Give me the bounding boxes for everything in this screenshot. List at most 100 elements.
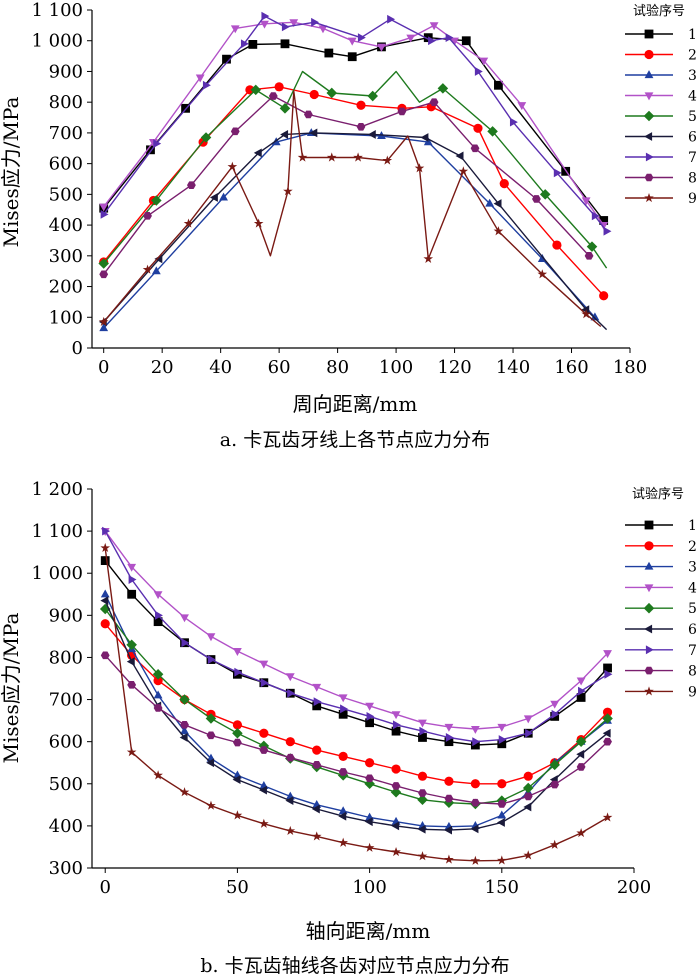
chart-b-series-4-point	[497, 723, 507, 732]
chart-b-series-2-point	[417, 771, 428, 781]
chart-a-ytick-label: 100	[49, 307, 83, 328]
chart-a-series-6-point	[280, 130, 289, 139]
chart-a-series-6-point	[253, 148, 262, 158]
chart-a-series-7-point	[387, 14, 396, 24]
chart-b-series-9-point	[311, 831, 322, 841]
chart-b-series-2-point	[523, 771, 533, 781]
chart-b-series-4-point	[550, 700, 560, 709]
chart-b-series-6-point	[259, 785, 267, 795]
chart-a-series-9-line	[103, 90, 602, 328]
chart-a-series-7-point	[474, 67, 483, 76]
chart-b-legend-item-7: 7	[625, 643, 697, 659]
chart-b-series-2-point	[470, 779, 480, 789]
chart-a-series-8-point	[356, 122, 366, 131]
chart-b-series-1-point	[576, 693, 586, 702]
chart-b-ytick-label: 300	[49, 858, 83, 879]
chart-a-series-9-point	[142, 264, 153, 274]
chart-b-xtick-label: 150	[485, 877, 519, 898]
chart-a-xtick-label: 180	[613, 357, 647, 378]
chart-b-series-8	[100, 651, 612, 808]
chart-a-series-5-point	[200, 132, 212, 143]
chart-a-series-8-point	[584, 252, 594, 260]
chart-a-legend-label: 9	[688, 191, 697, 207]
chart-b-series-4-point	[127, 563, 137, 572]
chart-b-series-7	[102, 526, 613, 747]
chart-b-legend-item-2: 2	[625, 539, 697, 555]
chart-a-series-7-point	[311, 17, 320, 27]
chart-a-series-9-point	[581, 309, 591, 319]
chart-a-series-2-point	[356, 100, 366, 110]
chart-b-series-7-point	[102, 526, 111, 536]
chart-a-series-6-point	[209, 193, 218, 202]
chart-b-legend-marker	[645, 645, 654, 655]
chart-b-ytick-label: 1 200	[31, 479, 83, 500]
chart-b-legend-label: 2	[688, 539, 697, 555]
chart-b-series-2-point	[100, 619, 110, 629]
chart-a-series-5-point	[487, 126, 498, 137]
chart-b-legend-marker	[644, 666, 654, 675]
chart-b-series-2-point	[338, 751, 348, 762]
chart-a-series-3-point	[151, 266, 161, 275]
chart-b-series-9-point	[285, 825, 296, 836]
chart-a-series-1-line	[103, 37, 605, 221]
chart-b-series-5-point	[417, 794, 428, 806]
chart-a-legend-marker	[643, 110, 655, 122]
chart-b-series-8-point	[153, 704, 163, 712]
chart-a-xtick-label: 120	[437, 357, 471, 378]
chart-b-series-8-point	[312, 761, 322, 769]
chart-a-series-5-point	[437, 83, 449, 94]
chart-a-ytick-label: 700	[49, 123, 83, 144]
chart-b-series-7-point	[234, 667, 243, 677]
chart-a-legend-label: 7	[688, 150, 697, 166]
chart-b-ytick-label: 800	[49, 647, 83, 668]
chart-a-xtick-label: 40	[209, 357, 232, 378]
chart-b-series-8-point	[444, 794, 454, 803]
chart-b-series-9-point	[444, 854, 454, 864]
chart-b-legend-label: 3	[688, 560, 697, 576]
chart-a-caption: a. 卡瓦齿牙线上各节点应力分布	[220, 429, 490, 451]
chart-b-series-6-point	[602, 728, 611, 738]
chart-b-series-9-point	[232, 810, 243, 820]
chart-a-series-6-point	[154, 254, 163, 264]
chart-a-series-7-point	[281, 22, 290, 32]
chart-b-series-8-point	[100, 651, 110, 660]
chart-a-series-2-point	[499, 179, 509, 189]
chart-a-series-8	[99, 92, 594, 279]
chart-b-series-8-point	[233, 738, 242, 747]
chart-b-series-7-point	[287, 688, 296, 698]
chart-a-series-4-point	[99, 203, 109, 212]
chart-a-series-2-point	[552, 240, 562, 250]
chart-a-legend-label: 4	[688, 89, 697, 105]
chart-b-series-2-point	[312, 745, 322, 755]
chart-a-series-6-line	[103, 132, 608, 331]
chart-b-series-4-point	[312, 683, 322, 692]
chart-b-series-2	[100, 619, 613, 789]
chart-a-xtick-label: 160	[554, 357, 588, 378]
chart-b-series-5-point	[575, 736, 587, 747]
chart-b-legend-label: 8	[688, 664, 697, 680]
chart-b-series-6-point	[496, 818, 505, 827]
chart-a-series-1-point	[494, 80, 503, 90]
chart-b-series-1-point	[603, 663, 612, 673]
chart-a-legend-label: 2	[688, 48, 697, 64]
chart-a-series-8-point	[532, 195, 541, 203]
chart-b-series-7-point	[181, 638, 190, 648]
chart-b-xtick-label: 50	[226, 877, 249, 898]
chart-a-series-4-point	[450, 37, 459, 46]
chart-b-legend-marker	[644, 520, 654, 530]
chart-b-series-4-point	[259, 660, 269, 669]
chart-a-legend-item-9: 9	[625, 191, 697, 207]
chart-b-legend-marker	[644, 561, 654, 570]
chart-a-ytick-label: 1 000	[31, 31, 83, 52]
chart-a-legend-item-3: 3	[625, 68, 697, 84]
chart-a-series-8-point	[230, 127, 240, 136]
chart-b-series-7-line	[104, 530, 608, 743]
chart-b-series-7-point	[207, 655, 216, 664]
chart-b-series-6	[100, 596, 611, 835]
chart-a-series-1-point	[461, 36, 471, 46]
chart-b-series-9-point	[126, 747, 137, 757]
chart-b-legend-label: 4	[688, 580, 697, 596]
chart-b-legend-item-6: 6	[625, 622, 697, 638]
chart-a-ytick-label: 300	[49, 246, 83, 267]
